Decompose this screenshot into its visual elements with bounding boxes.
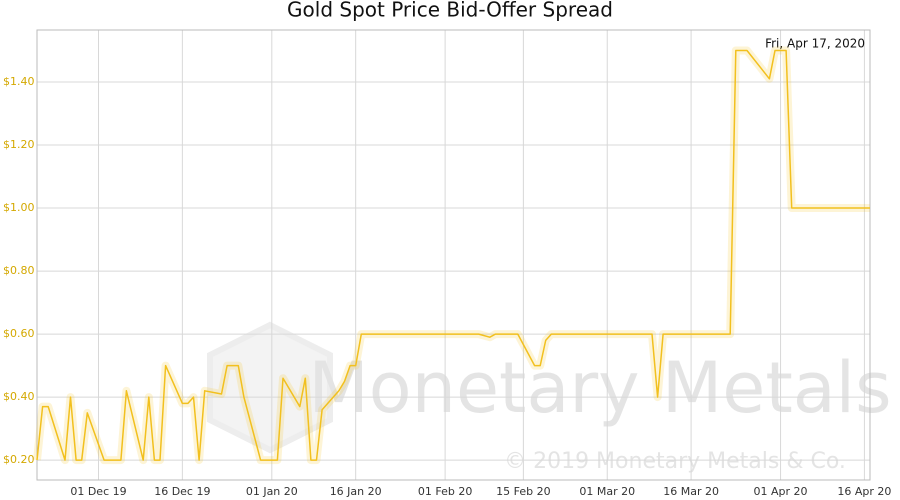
plot-frame <box>36 29 871 481</box>
annotation: Fri, Apr 17, 2020 <box>765 37 865 51</box>
y-tick-label: $1.40 <box>3 75 35 88</box>
chart-title: Gold Spot Price Bid-Offer Spread <box>287 0 613 22</box>
x-tick-label: 16 Dec 19 <box>154 485 210 498</box>
y-tick-label: $0.20 <box>3 453 35 466</box>
copyright: © 2019 Monetary Metals & Co. <box>504 449 846 474</box>
y-tick-label: $1.00 <box>3 201 35 214</box>
x-tick-label: 16 Jan 20 <box>330 485 382 498</box>
x-tick-label: 16 Mar 20 <box>663 485 719 498</box>
x-tick-label: 01 Jan 20 <box>246 485 298 498</box>
x-tick-label: 15 Feb 20 <box>496 485 550 498</box>
y-tick-label: $1.20 <box>3 138 35 151</box>
x-tick-label: 01 Feb 20 <box>418 485 472 498</box>
x-tick-label: 01 Mar 20 <box>579 485 635 498</box>
x-tick-label: 16 Apr 20 <box>837 485 891 498</box>
watermark: Monetary Metals <box>308 347 891 429</box>
watermark-logo <box>207 321 333 454</box>
x-tick-label: 01 Dec 19 <box>70 485 126 498</box>
line <box>36 49 870 461</box>
y-tick-label: $0.60 <box>3 327 35 340</box>
y-tick-label: $0.40 <box>3 390 35 403</box>
x-tick-label: 01 Apr 20 <box>754 485 808 498</box>
y-tick-label: $0.80 <box>3 264 35 277</box>
